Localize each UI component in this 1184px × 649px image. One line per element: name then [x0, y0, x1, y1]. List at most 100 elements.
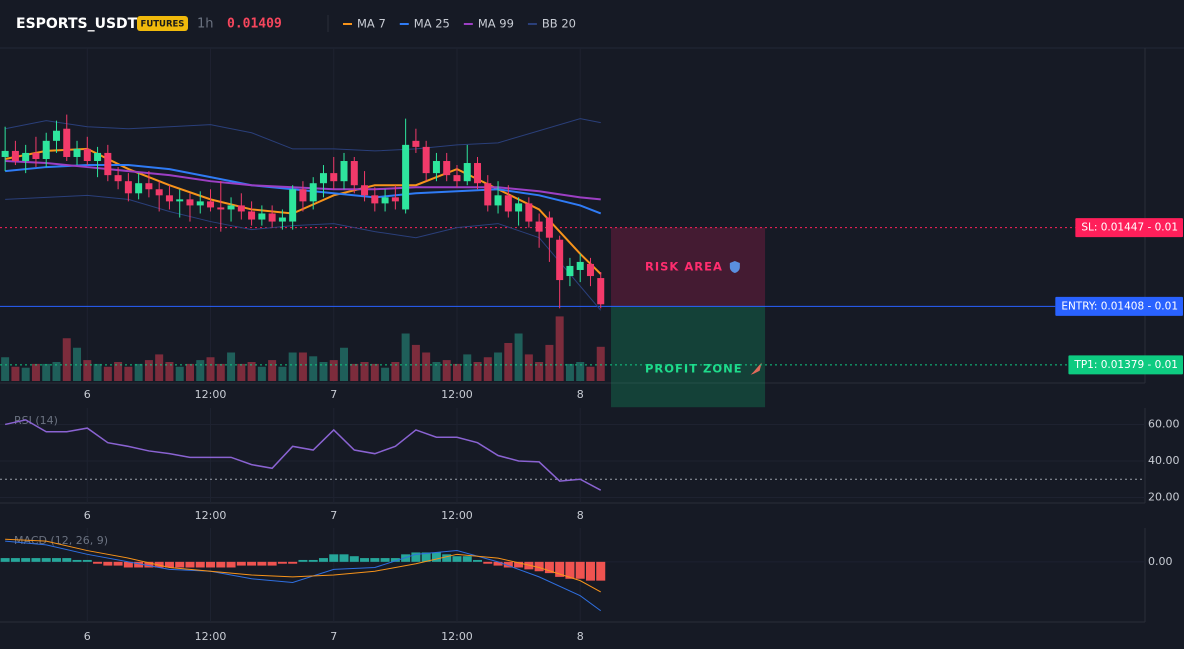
volume-bar — [370, 363, 379, 381]
candle-body — [104, 152, 112, 176]
macd-hist-bar — [473, 559, 483, 562]
volume-bar — [422, 352, 431, 381]
macd-hist-bar — [421, 552, 431, 562]
volume-bar — [73, 347, 82, 381]
volume-bar — [268, 360, 277, 381]
volume-bar — [432, 362, 441, 381]
candle-body — [504, 195, 512, 212]
x-tick-label: 12:00 — [195, 509, 227, 522]
zone-label: PROFIT ZONE — [645, 361, 743, 375]
macd-hist-bar — [380, 558, 390, 562]
volume-bar — [329, 360, 338, 381]
volume-bar — [586, 366, 595, 381]
volume-bar — [360, 362, 369, 381]
candle-body — [586, 263, 594, 277]
y-tick-label: 0.00 — [1148, 555, 1173, 568]
price-line-label: SL: 0.01447 - 0.01 — [1081, 222, 1178, 234]
candle-body — [135, 183, 143, 194]
volume-bar — [114, 362, 123, 381]
macd-hist-bar — [575, 561, 585, 579]
volume-bar — [216, 363, 225, 381]
macd-hist-bar — [288, 561, 298, 564]
macd-hist-bar — [257, 561, 267, 566]
symbol: ESPORTS_USDT — [16, 16, 138, 32]
volume-bar — [535, 362, 544, 381]
macd-hist-bar — [493, 561, 503, 566]
volume-bar — [42, 363, 51, 381]
macd-hist-bar — [226, 561, 236, 568]
volume-bar — [227, 352, 236, 381]
macd-hist-bar — [206, 561, 216, 568]
y-tick-label: 60.00 — [1148, 417, 1180, 430]
candle-body — [545, 217, 553, 238]
volume-bar — [93, 363, 102, 381]
candle-body — [186, 199, 194, 206]
macd-hist-bar — [195, 561, 205, 568]
candle-body — [309, 183, 317, 202]
macd-hist-bar — [462, 556, 472, 562]
macd-hist-bar — [185, 561, 195, 568]
candle-body — [299, 189, 307, 202]
candle-body — [124, 181, 132, 194]
macd-hist-bar — [10, 558, 20, 562]
candle-body — [453, 175, 461, 182]
macd-hist-bar — [360, 558, 370, 562]
legend-label: MA 25 — [414, 17, 450, 31]
macd-hist-bar — [503, 561, 513, 568]
volume-bar — [350, 363, 359, 381]
rsi-line — [4, 419, 602, 491]
candle-body — [443, 161, 451, 176]
volume-bar — [576, 362, 585, 381]
volume-bar — [473, 362, 482, 381]
macd-hist-bar — [82, 559, 92, 562]
candle-body — [566, 265, 574, 277]
macd-hist-bar — [31, 558, 41, 562]
price-line-label: ENTRY: 0.01408 - 0.01 — [1061, 300, 1178, 312]
candle-body — [258, 213, 266, 220]
candle-body — [237, 205, 245, 212]
x-tick-label: 6 — [84, 388, 91, 401]
macd-hist-bar — [370, 558, 380, 562]
x-tick-label: 6 — [84, 630, 91, 643]
candle-body — [165, 195, 173, 202]
volume-bar — [247, 362, 256, 381]
panel-title: RSI (14) — [14, 414, 58, 427]
volume-bar — [185, 363, 194, 381]
macd-hist-bar — [329, 554, 339, 562]
volume-bar — [124, 366, 133, 381]
candle-body — [474, 163, 482, 184]
macd-hist-bar — [411, 552, 421, 562]
macd-hist-bar — [483, 561, 493, 564]
volume-bar — [11, 366, 20, 381]
volume-bar — [340, 347, 349, 381]
volume-bar — [52, 362, 61, 381]
volume-bar — [391, 362, 400, 381]
macd-hist-bar — [0, 558, 10, 562]
candle-body — [391, 197, 399, 202]
macd-hist-bar — [175, 561, 185, 568]
price-line-tag — [1075, 218, 1183, 238]
volume-bar — [319, 362, 328, 381]
volume-bar — [309, 356, 318, 381]
macd-hist-bar — [216, 561, 226, 568]
interval: 1h — [197, 17, 214, 32]
volume-bar — [175, 366, 184, 381]
x-tick-label: 7 — [330, 388, 337, 401]
legend-label: MA 99 — [478, 17, 514, 31]
volume-bar — [565, 363, 574, 381]
macd-hist-bar — [452, 556, 462, 562]
macd-line — [5, 538, 601, 593]
price-line-label: TP1: 0.01379 - 0.01 — [1073, 359, 1178, 371]
candle-body — [32, 152, 40, 159]
candle-body — [340, 161, 348, 182]
badge-bg — [137, 16, 188, 31]
macd-hist-bar — [544, 561, 554, 574]
macd-hist-bar — [21, 558, 31, 562]
candle-body — [22, 152, 30, 162]
candle-body — [350, 161, 358, 186]
candle-body — [525, 203, 533, 222]
volume-bar — [21, 367, 30, 381]
macd-hist-bar — [93, 561, 103, 564]
macd-hist-bar — [144, 561, 154, 568]
rocket-icon — [750, 362, 762, 375]
